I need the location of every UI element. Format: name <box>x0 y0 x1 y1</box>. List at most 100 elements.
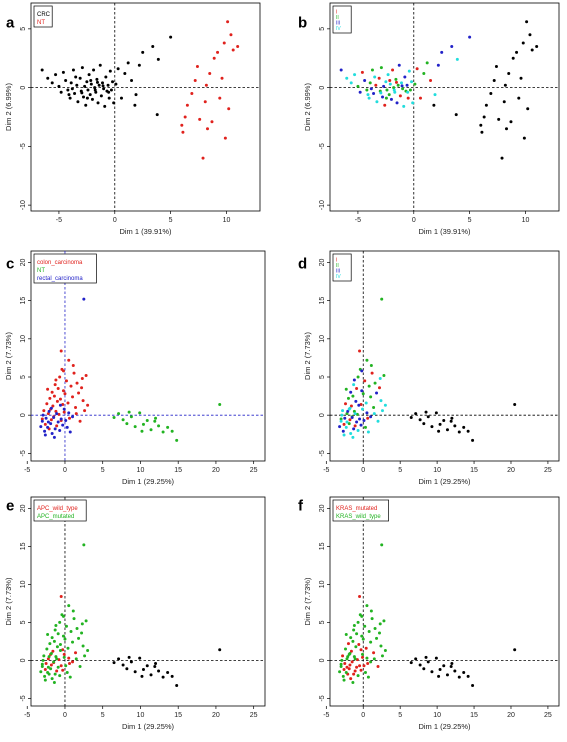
data-point <box>78 76 82 80</box>
data-point <box>175 438 179 442</box>
y-tick-label: 5 <box>319 375 326 379</box>
legend: APC_wild_type APC_mutated <box>33 499 87 522</box>
y-tick-label: 5 <box>20 620 27 624</box>
data-point <box>80 66 84 70</box>
data-point <box>226 20 230 24</box>
data-point <box>355 632 359 636</box>
data-point <box>503 83 507 87</box>
data-point <box>153 664 157 668</box>
data-point <box>382 84 386 88</box>
data-point <box>367 384 371 388</box>
data-point <box>73 91 77 95</box>
data-point <box>363 624 367 628</box>
data-point <box>106 83 110 87</box>
data-point <box>44 661 48 665</box>
x-tick-label: 10 <box>223 217 231 224</box>
data-point <box>436 63 440 67</box>
data-point <box>59 417 63 421</box>
data-point <box>45 402 49 406</box>
plot-frame <box>30 2 261 212</box>
data-point <box>353 657 357 661</box>
data-point <box>64 624 68 628</box>
x-axis-label: Dim 1 (29.25%) <box>122 722 175 731</box>
data-point <box>89 82 93 86</box>
data-point <box>101 84 105 88</box>
chart-panel-b: b -5 0 5 10 -10 -5 0 5 Dim 1 (39.91%) Dim 2 (6.99%… <box>298 2 560 236</box>
data-point <box>134 93 138 97</box>
series-rectal-carcinoma <box>39 297 86 439</box>
y-tick-label: 20 <box>20 258 27 266</box>
data-point <box>369 660 373 664</box>
data-point <box>117 657 121 661</box>
y-tick-label: 20 <box>319 504 326 512</box>
data-point <box>356 375 360 379</box>
data-point <box>351 394 355 398</box>
data-point <box>339 417 343 421</box>
data-point <box>504 127 508 131</box>
data-point <box>170 429 174 433</box>
data-point <box>82 297 86 301</box>
data-point <box>385 88 389 92</box>
data-point <box>46 420 50 424</box>
data-point <box>438 422 442 426</box>
plot-frame <box>30 496 266 707</box>
data-point <box>345 412 349 416</box>
data-point <box>156 57 160 61</box>
data-point <box>201 156 205 160</box>
data-point <box>387 93 391 97</box>
data-point <box>363 671 367 675</box>
data-point <box>430 670 434 674</box>
data-point <box>350 415 354 419</box>
data-point <box>341 654 345 658</box>
data-point <box>442 664 446 668</box>
data-point <box>424 410 428 414</box>
data-point <box>343 416 347 420</box>
data-point <box>125 667 129 671</box>
data-point <box>64 79 68 83</box>
data-point <box>52 680 56 684</box>
legend-entry: I <box>336 257 337 263</box>
data-point <box>450 44 454 48</box>
data-point <box>74 651 78 655</box>
data-point <box>44 416 48 420</box>
data-point <box>494 64 498 68</box>
data-point <box>364 401 368 405</box>
series-nt <box>112 648 222 687</box>
data-point <box>422 667 426 671</box>
data-point <box>383 649 387 653</box>
data-point <box>395 101 399 105</box>
legend-entry: I <box>336 9 337 15</box>
data-point <box>426 660 430 664</box>
data-point <box>72 617 76 621</box>
data-point <box>49 663 53 667</box>
data-point <box>223 136 227 140</box>
data-point <box>50 81 54 85</box>
data-point <box>434 656 438 660</box>
data-point <box>346 655 350 659</box>
data-point <box>56 420 60 424</box>
data-point <box>43 422 47 426</box>
data-point <box>95 80 99 84</box>
data-point <box>98 63 102 67</box>
data-point <box>129 415 133 419</box>
y-tick-label: 0 <box>20 658 27 662</box>
data-point <box>358 595 362 599</box>
data-point <box>48 396 52 400</box>
data-point <box>347 667 351 671</box>
data-point <box>399 81 403 85</box>
data-point <box>88 93 92 97</box>
x-tick-label: 10 <box>522 217 530 224</box>
data-point <box>363 379 367 383</box>
data-point <box>166 425 170 429</box>
data-point <box>141 668 145 672</box>
data-point <box>341 674 345 678</box>
data-point <box>433 93 437 97</box>
x-tick-label: 5 <box>101 467 105 474</box>
legend-entry: III <box>336 268 340 274</box>
data-point <box>338 425 342 429</box>
data-point <box>339 68 343 72</box>
data-point <box>62 407 66 411</box>
y-tick-label: 5 <box>319 620 326 624</box>
data-point <box>430 425 434 429</box>
